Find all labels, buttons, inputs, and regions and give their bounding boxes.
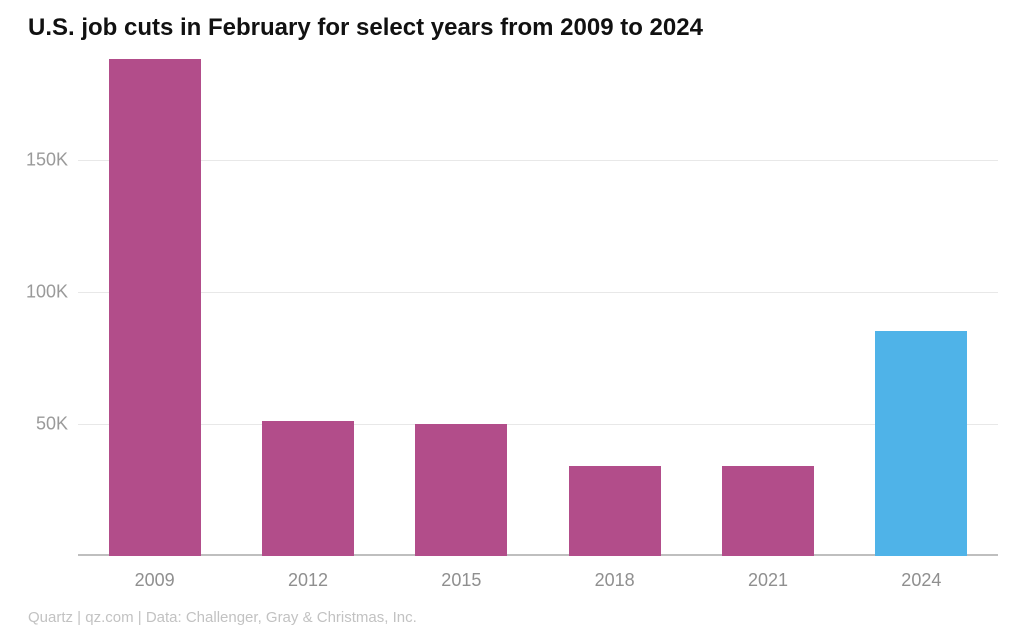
bar bbox=[722, 466, 814, 556]
gridline bbox=[78, 292, 998, 293]
x-axis-label: 2015 bbox=[441, 570, 481, 591]
bar bbox=[569, 466, 661, 556]
x-axis-label: 2009 bbox=[135, 570, 175, 591]
x-axis-label: 2024 bbox=[901, 570, 941, 591]
x-axis-baseline bbox=[78, 554, 998, 556]
gridline bbox=[78, 160, 998, 161]
gridline bbox=[78, 424, 998, 425]
plot-area: 50K100K150K200920122015201820212024 bbox=[78, 54, 998, 556]
chart-title: U.S. job cuts in February for select yea… bbox=[28, 14, 703, 42]
y-axis-label: 100K bbox=[26, 281, 68, 302]
bar bbox=[109, 59, 201, 556]
x-axis-label: 2018 bbox=[595, 570, 635, 591]
source-attribution: Quartz | qz.com | Data: Challenger, Gray… bbox=[28, 609, 417, 626]
bar bbox=[262, 421, 354, 556]
x-axis-label: 2012 bbox=[288, 570, 328, 591]
bar bbox=[875, 331, 967, 556]
x-axis-label: 2021 bbox=[748, 570, 788, 591]
y-axis-label: 150K bbox=[26, 149, 68, 170]
chart-container: U.S. job cuts in February for select yea… bbox=[0, 0, 1024, 636]
bar bbox=[415, 424, 507, 556]
y-axis-label: 50K bbox=[36, 413, 68, 434]
